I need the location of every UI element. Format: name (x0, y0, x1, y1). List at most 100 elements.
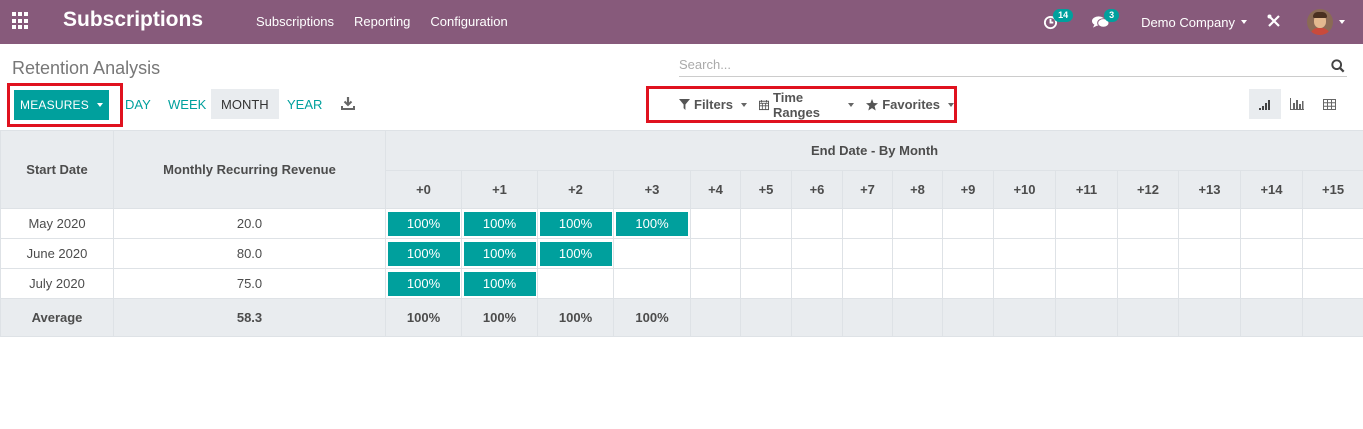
retention-value[interactable]: 100% (387, 241, 460, 266)
retention-value[interactable]: 100% (463, 271, 536, 296)
period-week-button[interactable]: WEEK (168, 96, 207, 112)
list-view-button[interactable] (1313, 89, 1345, 119)
cohort-cell: 100% (537, 208, 614, 239)
empty-cell (1301, 208, 1363, 239)
period-header: +8 (892, 170, 943, 209)
period-header: +12 (1117, 170, 1179, 209)
empty-cell (690, 238, 741, 269)
search-icon[interactable] (1331, 59, 1345, 73)
empty-cell (1117, 238, 1179, 269)
graph-view-button[interactable] (1281, 89, 1313, 119)
star-icon (866, 98, 879, 110)
tools-icon (1267, 14, 1280, 27)
cohort-cell: 100% (461, 268, 538, 299)
empty-cell (740, 208, 792, 239)
period-year-button[interactable]: YEAR (287, 96, 323, 112)
retention-value[interactable]: 100% (539, 241, 612, 266)
retention-value[interactable]: 100% (387, 211, 460, 236)
messages-badge: 3 (1104, 9, 1120, 22)
view-switcher (1249, 89, 1345, 119)
empty-cell (993, 208, 1056, 239)
period-header: +15 (1301, 170, 1363, 209)
empty-cell (1055, 238, 1118, 269)
empty-cell (1240, 298, 1303, 337)
empty-cell (842, 268, 893, 299)
empty-cell (791, 208, 843, 239)
search-bar (679, 55, 1347, 77)
retention-value[interactable]: 100% (539, 211, 612, 236)
empty-cell (690, 208, 741, 239)
app-title[interactable]: Subscriptions (63, 8, 204, 31)
period-header: +14 (1240, 170, 1303, 209)
period-header: +6 (791, 170, 843, 209)
row-measure: 80.0 (113, 238, 386, 269)
cohort-view-button[interactable] (1249, 89, 1281, 119)
time-ranges-button[interactable]: Time Ranges (759, 89, 855, 120)
column-header-measure[interactable]: Monthly Recurring Revenue (113, 130, 386, 209)
empty-cell (690, 268, 741, 299)
empty-cell (1240, 208, 1303, 239)
retention-value[interactable]: 100% (463, 211, 536, 236)
favorites-button[interactable]: Favorites (866, 97, 954, 112)
measures-label: MEASURES (20, 98, 89, 112)
retention-value[interactable]: 100% (387, 271, 460, 296)
period-header: +9 (942, 170, 994, 209)
breadcrumb: Retention Analysis (12, 58, 161, 78)
user-menu[interactable] (1307, 9, 1345, 35)
empty-cell (537, 268, 614, 299)
empty-cell (690, 298, 741, 337)
company-switcher[interactable]: Demo Company (1141, 15, 1247, 30)
empty-cell (1301, 268, 1363, 299)
period-day-button[interactable]: DAY (125, 96, 151, 112)
filters-button[interactable]: Filters (679, 97, 748, 112)
empty-cell (942, 298, 994, 337)
row-start-date: July 2020 (0, 268, 114, 299)
measures-highlight: MEASURES (7, 83, 123, 127)
systray: 14 3 Demo Company (1043, 0, 1363, 44)
chevron-down-icon (948, 102, 954, 107)
download-icon[interactable] (341, 96, 355, 110)
empty-cell (1117, 298, 1179, 337)
favorites-label: Favorites (882, 97, 940, 112)
period-header: +3 (613, 170, 691, 209)
empty-cell (791, 298, 843, 337)
period-header: +10 (993, 170, 1056, 209)
menu-item-subscriptions[interactable]: Subscriptions (256, 14, 335, 29)
retention-value[interactable]: 100% (616, 211, 688, 236)
period-header: +7 (842, 170, 893, 209)
average-label: Average (0, 298, 114, 337)
period-month-button[interactable]: MONTH (211, 89, 279, 119)
empty-cell (842, 298, 893, 337)
period-header: +1 (461, 170, 538, 209)
messages-button[interactable]: 3 (1092, 9, 1120, 29)
empty-cell (1240, 238, 1303, 269)
main-menu: Subscriptions Reporting Configuration (256, 14, 508, 29)
menu-item-reporting[interactable]: Reporting (354, 14, 411, 29)
empty-cell (740, 238, 792, 269)
empty-cell (1178, 298, 1241, 337)
column-header-start-date[interactable]: Start Date (0, 130, 114, 209)
period-header: +13 (1178, 170, 1241, 209)
bar-chart-icon (1290, 98, 1304, 110)
empty-cell (1178, 268, 1241, 299)
activity-button[interactable]: 14 (1043, 8, 1074, 30)
empty-cell (613, 238, 691, 269)
retention-value[interactable]: 100% (463, 241, 536, 266)
table-row: May 2020 20.0 100% 100% 100% 100% (0, 208, 1363, 239)
cohort-cell: 100% (613, 208, 691, 239)
empty-cell (740, 298, 792, 337)
empty-cell (942, 208, 994, 239)
menu-item-configuration[interactable]: Configuration (430, 14, 508, 29)
debug-tools-button[interactable] (1267, 14, 1281, 31)
column-header-group: End Date - By Month (384, 130, 1363, 171)
average-measure: 58.3 (113, 298, 386, 337)
search-input[interactable] (679, 55, 1299, 72)
time-ranges-label: Time Ranges (773, 89, 820, 120)
empty-cell (892, 268, 943, 299)
apps-grid-icon[interactable] (12, 12, 30, 30)
measures-button[interactable]: MEASURES (14, 90, 109, 120)
empty-cell (740, 268, 792, 299)
table-icon (1322, 98, 1336, 110)
average-cell: 100% (461, 298, 538, 337)
empty-cell (942, 268, 994, 299)
